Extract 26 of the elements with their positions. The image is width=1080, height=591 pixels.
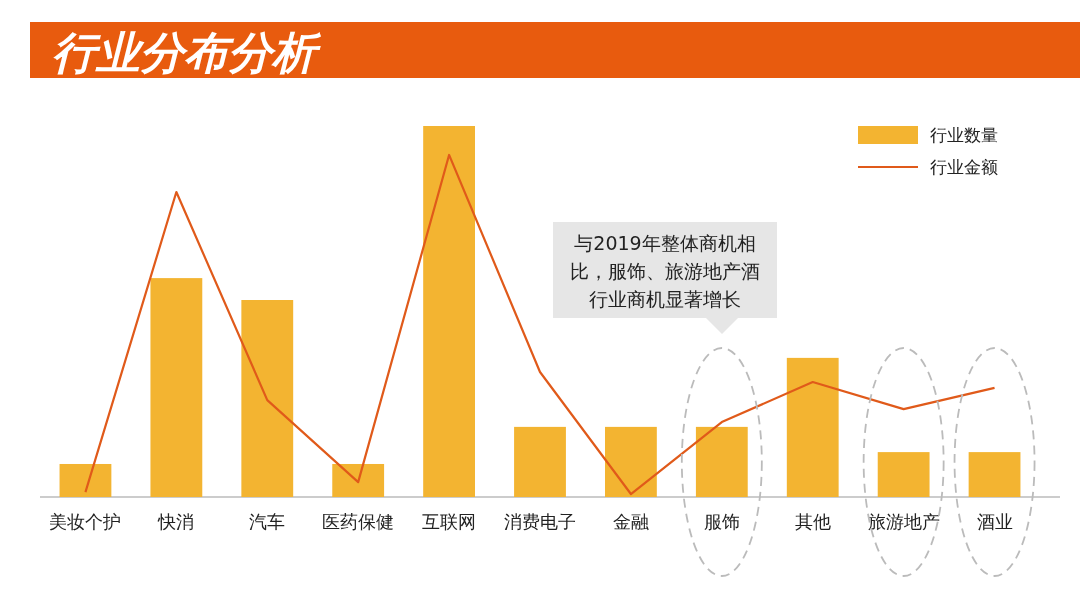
bar: [241, 300, 294, 497]
chart-title: 行业分布分析: [52, 27, 322, 78]
bar: [150, 278, 203, 497]
bar: [423, 126, 475, 497]
x-tick-label: 金融: [612, 511, 649, 532]
x-tick-label: 消费电子: [504, 511, 576, 532]
x-tick-label: 汽车: [249, 511, 286, 532]
annotation: 与2019年整体商机相比，服饰、旅游地产酒行业商机显著增长: [570, 232, 760, 310]
bar: [605, 426, 657, 497]
x-tick-label: 美妆个护: [49, 511, 122, 532]
bar: [968, 452, 1021, 497]
x-tick-label: 其他: [794, 511, 831, 532]
bar: [514, 426, 566, 497]
x-tick-label: 旅游地产: [867, 511, 940, 532]
bar: [332, 463, 385, 497]
bar: [59, 463, 112, 497]
legend-label: 行业金额: [930, 157, 998, 177]
bar: [877, 452, 930, 497]
legend-label: 行业数量: [930, 125, 998, 145]
x-tick-label: 服饰: [703, 511, 740, 532]
bar: [695, 426, 748, 497]
x-tick-label: 互联网: [422, 511, 477, 532]
x-tick-label: 快消: [157, 511, 195, 532]
bar: [786, 357, 839, 497]
x-tick-label: 医药保健: [322, 511, 395, 532]
x-tick-label: 酒业: [976, 511, 1013, 532]
